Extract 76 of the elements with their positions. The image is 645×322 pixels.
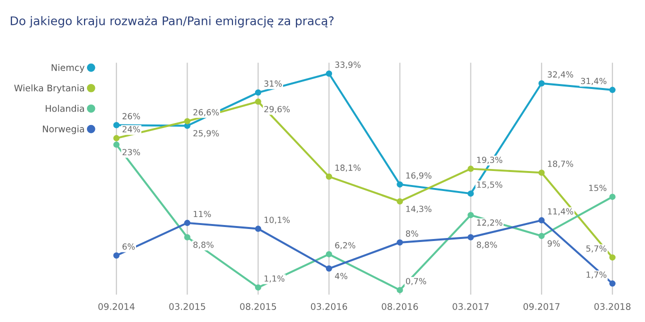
point: [468, 166, 474, 172]
point: [326, 174, 332, 180]
data-label: 6%: [122, 243, 135, 250]
x-tick-label: 03.2016: [310, 303, 348, 310]
point: [468, 234, 474, 240]
point: [609, 194, 616, 200]
point: [255, 284, 262, 291]
data-label: 14,3%: [406, 206, 432, 213]
point: [184, 220, 190, 226]
x-tick-label: 03.2018: [594, 303, 630, 310]
legend-label: Norwegia: [42, 125, 84, 134]
legend-label: Holandia: [46, 104, 84, 112]
point: [255, 98, 262, 105]
point: [184, 234, 190, 240]
data-label: 26%: [122, 113, 140, 120]
data-label: 8%: [406, 230, 418, 237]
point: [184, 118, 190, 124]
data-label: 24%: [122, 126, 140, 132]
point: [609, 280, 616, 287]
point: [396, 198, 403, 205]
data-label: 15,5%: [477, 181, 502, 189]
data-label: 25,9%: [193, 130, 219, 138]
data-label: 1,1%: [264, 275, 284, 283]
point: [609, 86, 616, 94]
point: [538, 217, 545, 224]
data-label: 8,8%: [476, 242, 497, 249]
point: [538, 80, 545, 87]
point: [255, 89, 262, 96]
point: [609, 254, 616, 261]
point: [396, 239, 403, 246]
data-label: 6,2%: [335, 242, 356, 250]
point: [538, 170, 545, 176]
x-tick-label: 09.2014: [98, 303, 135, 310]
data-label: 26,6%: [193, 109, 219, 116]
chart-title: Do jakiego kraju rozważa Pan/Pani emigrację za pracą?: [10, 16, 334, 28]
data-label: 15%: [589, 184, 606, 192]
data-label: 11%: [194, 210, 211, 218]
data-label: 9%: [548, 240, 560, 247]
data-label: 19,3%: [477, 156, 502, 164]
point: [113, 135, 120, 142]
point: [468, 212, 474, 218]
point: [113, 122, 120, 128]
data-label: 16,9%: [406, 172, 432, 180]
point: [396, 286, 403, 294]
data-label: 33,9%: [335, 62, 361, 69]
data-label: 5,7%: [586, 245, 606, 253]
point: [326, 70, 332, 77]
data-label: 23%: [122, 148, 140, 156]
data-label: 0,7%: [406, 278, 426, 286]
point: [113, 252, 120, 259]
data-label: 8,8%: [193, 242, 214, 249]
data-label: 18,7%: [548, 160, 574, 168]
x-tick-label: 08.2016: [382, 303, 418, 310]
legend-label: Wielka Brytania: [14, 84, 84, 94]
point: [326, 265, 332, 272]
x-tick-label: 03.2017: [452, 303, 489, 310]
data-label: 31,4%: [581, 78, 606, 85]
data-label: 31%: [264, 80, 282, 87]
point: [113, 142, 120, 148]
point: [326, 251, 332, 258]
x-tick-label: 03.2015: [169, 303, 206, 310]
legend-label: Niemcy: [52, 64, 84, 73]
data-label: 10,1%: [264, 216, 290, 224]
data-label: 12,2%: [477, 219, 502, 227]
x-tick-label: 08.2015: [240, 303, 276, 310]
x-tick-label: 09.2017: [524, 303, 560, 310]
point: [538, 232, 545, 240]
point: [468, 190, 474, 197]
point: [255, 226, 262, 232]
data-label: 4%: [334, 272, 348, 280]
data-label: 32,4%: [548, 71, 574, 78]
data-label: 18,1%: [335, 164, 361, 172]
point: [396, 181, 403, 188]
data-label: 11,4%: [548, 208, 574, 216]
data-label: 1,7%: [586, 271, 606, 279]
data-label: 29,6%: [264, 106, 290, 114]
